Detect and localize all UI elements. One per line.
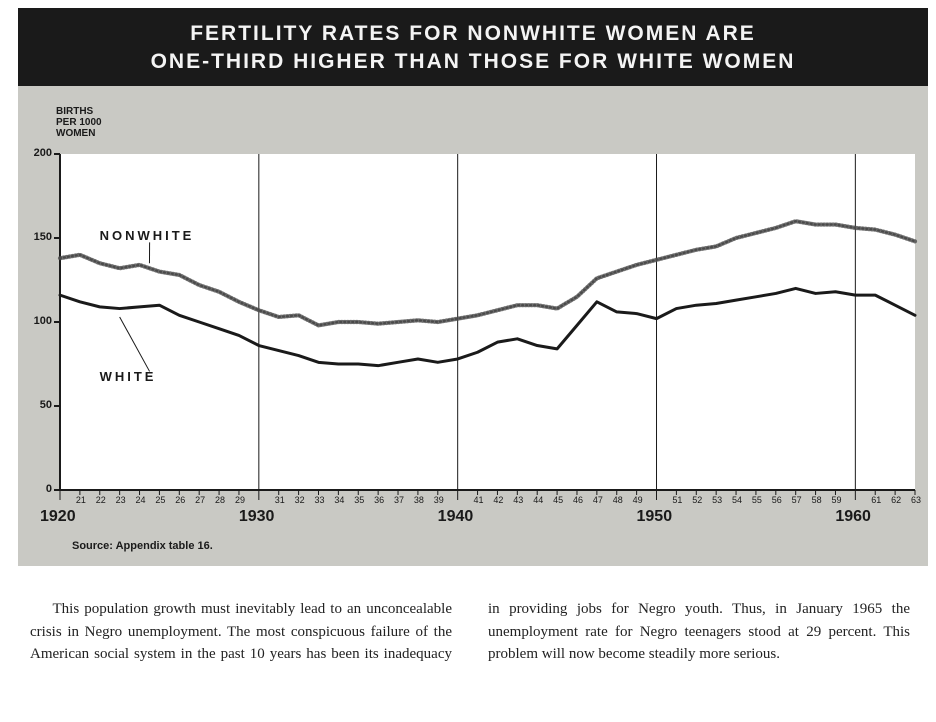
body-col1-text: This population growth must inevitably l… — [30, 601, 567, 662]
chart-title-line1: FERTILITY RATES FOR NONWHITE WOMEN ARE — [26, 20, 920, 48]
body-paragraph: This population growth must inevitably l… — [30, 598, 910, 666]
chart-source: Source: Appendix table 16. — [72, 540, 213, 552]
line-chart — [18, 86, 928, 566]
chart-title-banner: FERTILITY RATES FOR NONWHITE WOMEN ARE O… — [18, 8, 928, 91]
body-text-columns: This population growth must inevitably l… — [30, 598, 910, 666]
chart-title-line2: ONE-THIRD HIGHER THAN THOSE FOR WHITE WO… — [26, 48, 920, 76]
